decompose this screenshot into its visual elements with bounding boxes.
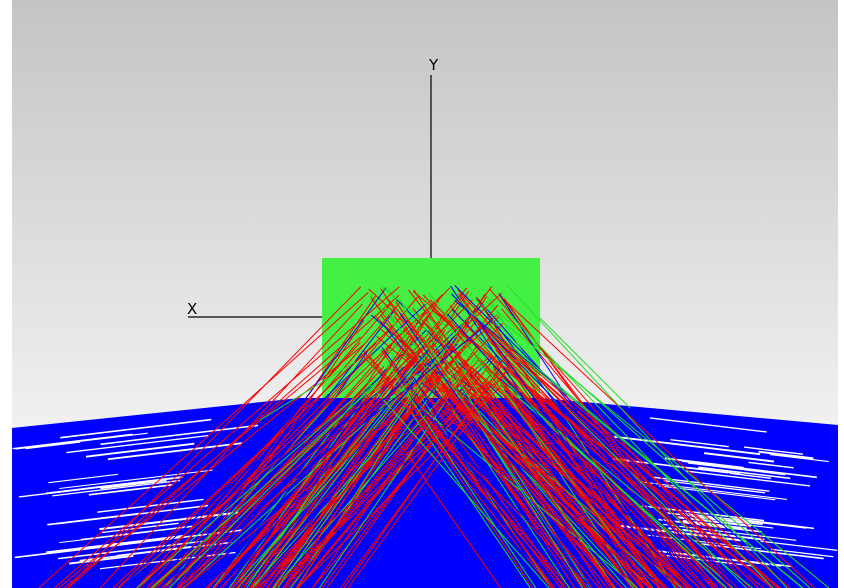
x-axis-label: X (187, 300, 197, 318)
page: Y X (() => { const data = JSON.parse(doc… (0, 0, 844, 588)
viewport: Y X (0, 0, 844, 588)
y-axis-label: Y (428, 56, 439, 74)
